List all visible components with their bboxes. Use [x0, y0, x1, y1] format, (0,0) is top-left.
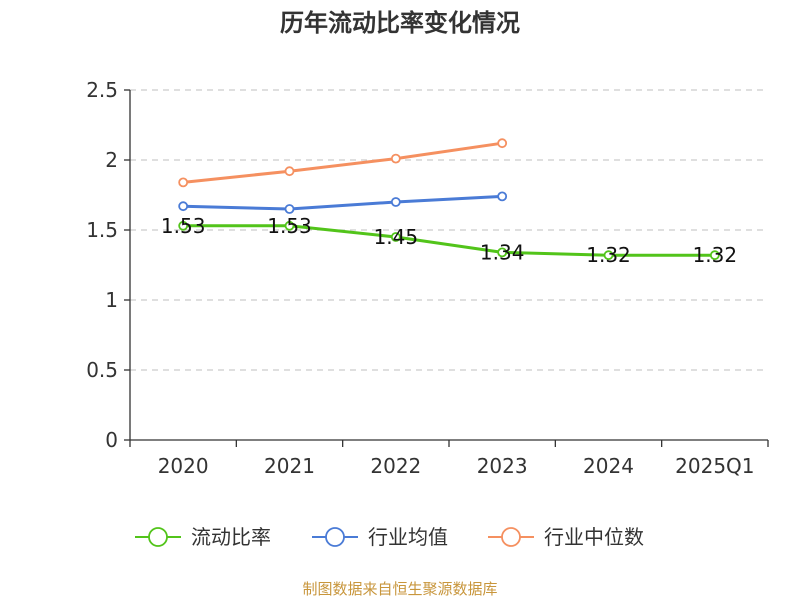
- data-point: [284, 204, 295, 214]
- data-point: [603, 250, 614, 261]
- x-tick-label: 2021: [264, 454, 315, 478]
- series-line-1: [183, 194, 503, 211]
- data-point: [709, 250, 720, 261]
- y-tick-label: 1: [105, 288, 118, 312]
- axes: 0 0.5 1 1.5 2 2.5 2020 2021 2022 2023 2024 2025Q1: [86, 78, 769, 478]
- y-tick-label: 2: [105, 148, 118, 172]
- legend-marker-icon: [501, 527, 521, 547]
- data-point: [390, 197, 401, 207]
- series-line-0: [183, 224, 715, 257]
- data-label: 1.32: [586, 243, 631, 267]
- x-tick-label: 2025Q1: [675, 454, 754, 478]
- series-line-2: [183, 141, 503, 184]
- y-tick-label: 2.5: [86, 78, 118, 102]
- legend-item-0[interactable]: 流动比率: [135, 525, 271, 549]
- x-tick-label: 2024: [583, 454, 634, 478]
- legend-marker-icon: [148, 527, 168, 547]
- data-point: [390, 153, 401, 164]
- data-point: [497, 138, 508, 149]
- legend[interactable]: 流动比率 行业均值 行业中位数: [135, 525, 644, 549]
- data-label: 1.45: [374, 225, 419, 249]
- legend-marker-icon: [325, 527, 345, 547]
- data-label: 1.53: [161, 214, 206, 238]
- legend-item-2[interactable]: 行业中位数: [488, 525, 644, 549]
- data-point: [284, 166, 295, 177]
- data-label: 1.53: [267, 214, 312, 238]
- data-label: 1.32: [693, 243, 738, 267]
- data-point: [390, 232, 401, 242]
- legend-item-1[interactable]: 行业均值: [312, 525, 448, 549]
- data-point: [284, 220, 295, 231]
- y-tick-label: 0.5: [86, 358, 118, 382]
- data-point: [497, 191, 508, 202]
- legend-label: 行业均值: [368, 525, 448, 549]
- legend-label: 流动比率: [191, 525, 271, 549]
- data-point: [178, 177, 189, 188]
- data-labels: 1.53 1.53 1.45 1.34 1.32 1.32: [161, 214, 737, 267]
- y-tick-label: 1.5: [86, 218, 118, 242]
- x-tick-label: 2022: [370, 454, 421, 478]
- x-tick-label: 2020: [158, 454, 209, 478]
- grid-lines: [130, 89, 768, 371]
- data-point: [178, 220, 189, 231]
- series-layer: [178, 138, 720, 261]
- source-note: 制图数据来自恒生聚源数据库: [302, 580, 497, 598]
- data-point: [178, 201, 189, 212]
- chart-title: 历年流动比率变化情况: [280, 9, 520, 37]
- data-point: [497, 247, 508, 258]
- y-tick-label: 0: [105, 428, 118, 452]
- data-label: 1.34: [480, 240, 525, 264]
- legend-label: 行业中位数: [544, 525, 644, 549]
- x-tick-label: 2023: [477, 454, 528, 478]
